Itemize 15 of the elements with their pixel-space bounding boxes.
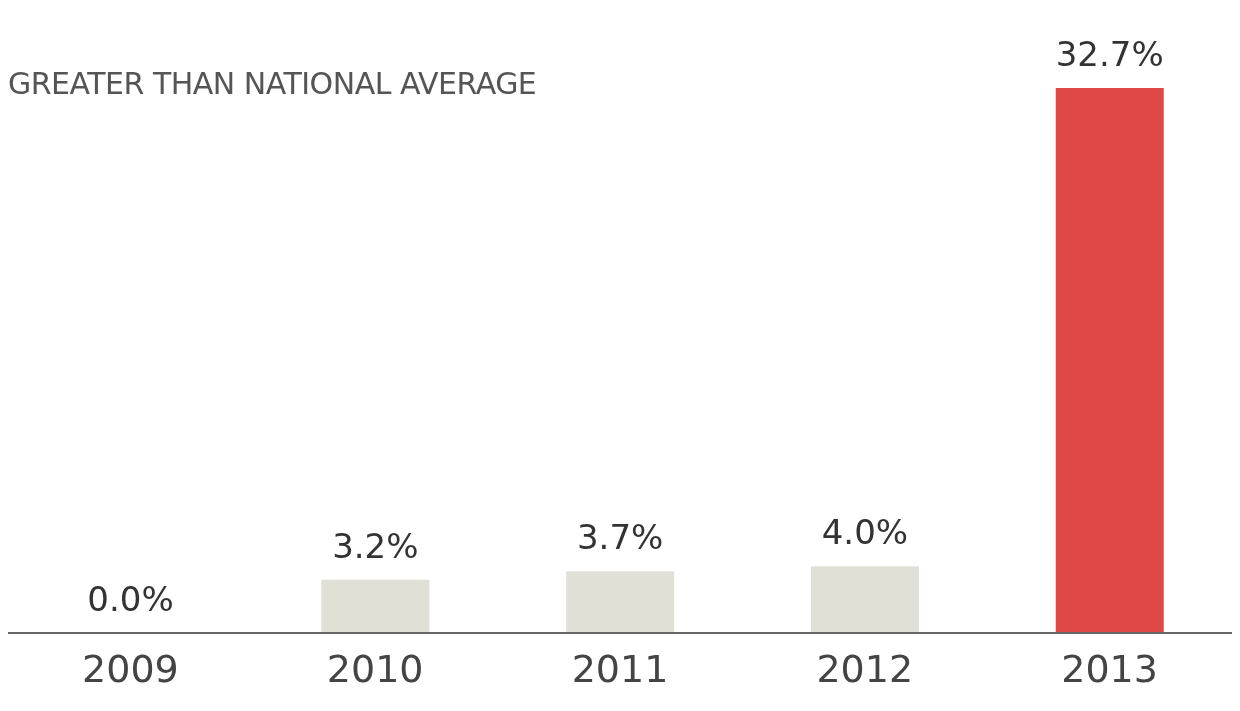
- x-tick-label: 2012: [816, 646, 914, 691]
- chart-subtitle: GREATER THAN NATIONAL AVERAGE: [8, 66, 537, 101]
- data-label: 32.7%: [1055, 34, 1164, 74]
- x-tick-label: 2009: [82, 646, 179, 691]
- bar: [1055, 88, 1164, 633]
- data-label: 0.0%: [87, 579, 174, 619]
- x-tick-label: 2013: [1061, 646, 1158, 691]
- data-label: 3.2%: [332, 525, 419, 566]
- bar: [810, 566, 919, 633]
- x-tick-label: 2011: [571, 646, 669, 691]
- bar: [321, 579, 430, 633]
- data-label: 3.7%: [576, 517, 664, 558]
- bar: [566, 571, 675, 633]
- x-tick-label: 2010: [326, 646, 424, 691]
- data-label: 4.0%: [821, 512, 909, 553]
